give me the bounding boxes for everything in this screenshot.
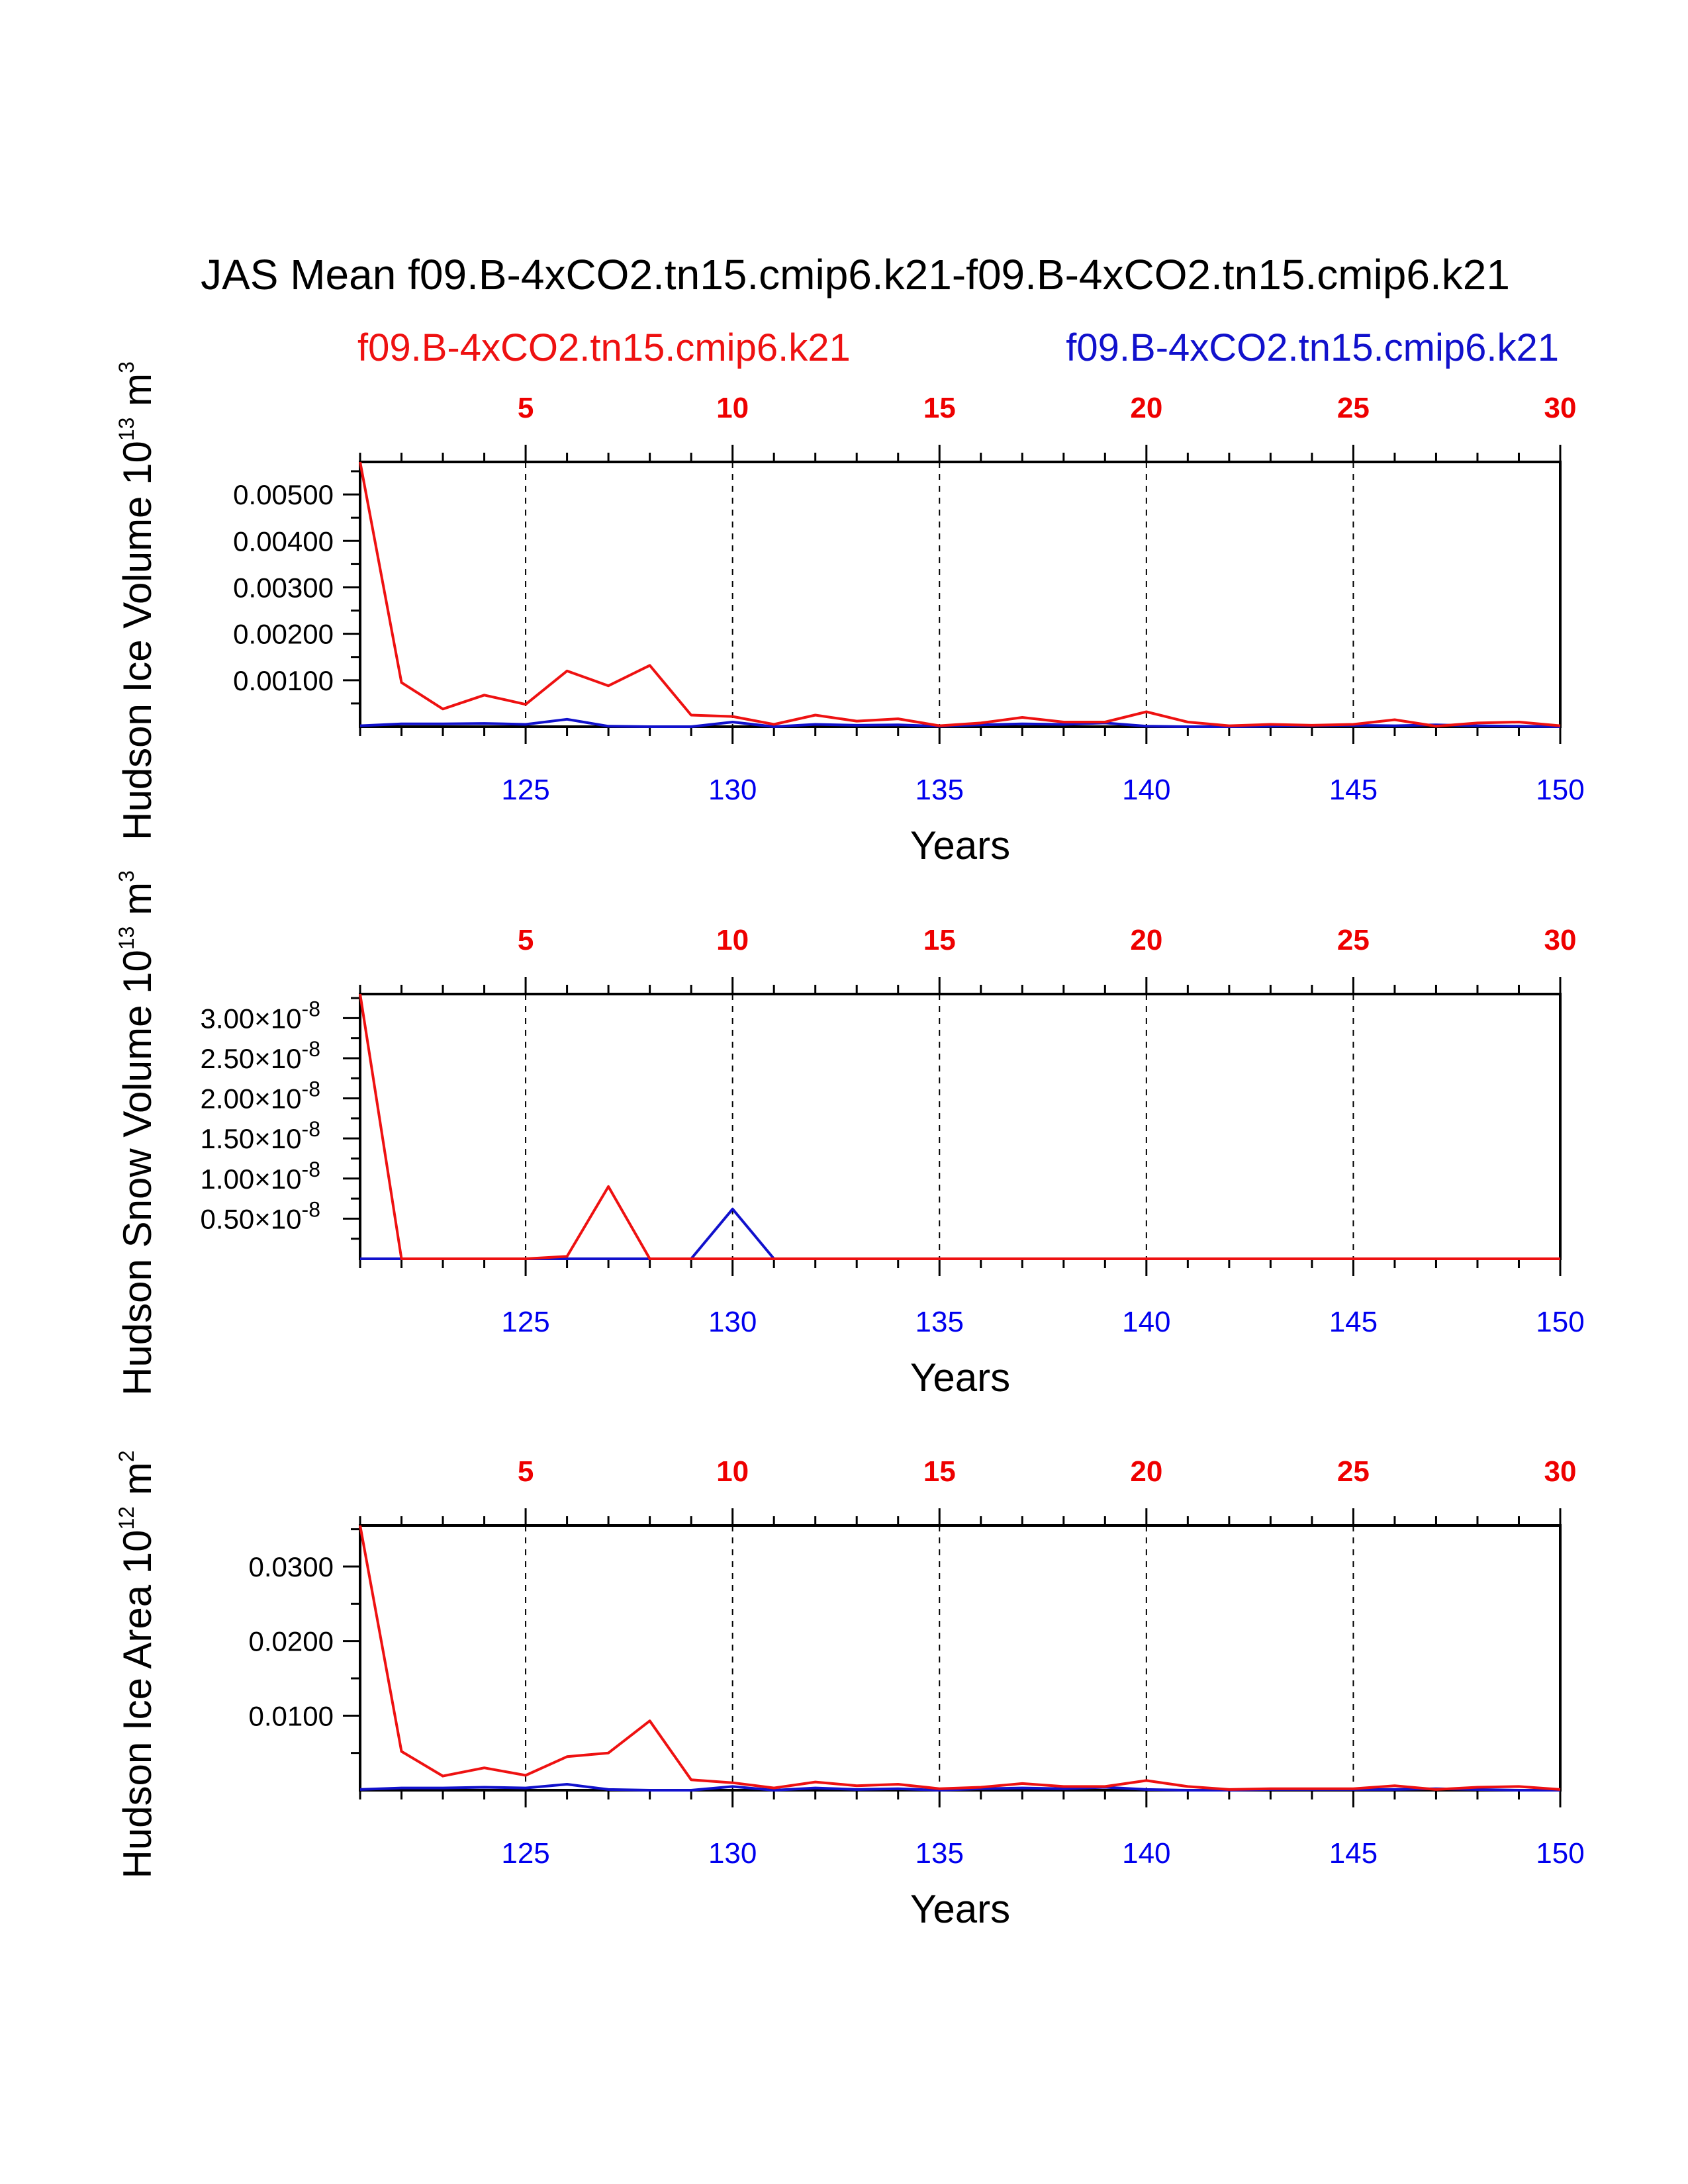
top-tick-label: 20 <box>1130 924 1162 956</box>
y-tick-label: 2.50×10-8 <box>201 1037 320 1074</box>
y-axis-label: Hudson Ice Volume 1013 m3 <box>115 361 160 841</box>
top-tick-label: 5 <box>518 1455 534 1488</box>
bottom-tick-label: 135 <box>915 1306 964 1338</box>
y-tick-label: 0.0200 <box>249 1626 334 1657</box>
bottom-tick-label: 130 <box>708 1837 757 1870</box>
panel-3: 5 10 15 20 25 30 125 130 135 140 145 150 0.0100 0.020… <box>115 1450 1585 1931</box>
top-tick-label: 10 <box>716 392 749 424</box>
y-axis-label: Hudson Ice Area 1012 m2 <box>115 1450 160 1878</box>
top-tick-label: 15 <box>923 392 956 424</box>
top-tick-label: 30 <box>1544 392 1577 424</box>
panel-1: 5 10 15 20 25 30 125 130 135 140 145 150 0.00100 0.00… <box>115 361 1585 868</box>
top-tick-label: 20 <box>1130 1455 1162 1488</box>
bottom-tick-label: 150 <box>1536 774 1584 806</box>
bottom-tick-label: 145 <box>1329 1306 1378 1338</box>
x-axis-label: Years <box>910 823 1010 868</box>
bottom-tick-label: 135 <box>915 1837 964 1870</box>
bottom-tick-label: 145 <box>1329 1837 1378 1870</box>
bottom-tick-label: 125 <box>501 774 549 806</box>
y-tick-label: 0.00500 <box>233 479 334 510</box>
legend-red-label: f09.B-4xCO2.tn15.cmip6.k21 <box>357 326 851 369</box>
x-axis-label: Years <box>910 1887 1010 1931</box>
red-series-line <box>359 993 1560 1260</box>
bottom-tick-label: 125 <box>501 1306 549 1338</box>
top-tick-label: 15 <box>923 1455 956 1488</box>
y-tick-label: 1.00×10-8 <box>201 1158 320 1195</box>
y-tick-label: 0.00300 <box>233 572 334 603</box>
bottom-tick-label: 135 <box>915 774 964 806</box>
y-tick-label: 3.00×10-8 <box>201 997 320 1034</box>
top-tick-label: 5 <box>518 924 534 956</box>
bottom-tick-label: 130 <box>708 1306 757 1338</box>
bottom-tick-label: 150 <box>1536 1306 1584 1338</box>
bottom-tick-label: 125 <box>501 1837 549 1870</box>
y-tick-label: 0.00200 <box>233 619 334 650</box>
bottom-tick-label: 140 <box>1122 1306 1170 1338</box>
y-tick-label: 0.0300 <box>249 1551 334 1582</box>
red-series-line <box>359 1525 1561 1791</box>
top-tick-label: 5 <box>518 392 534 424</box>
top-tick-label: 25 <box>1337 392 1370 424</box>
top-tick-label: 30 <box>1544 1455 1577 1488</box>
y-tick-label: 2.00×10-8 <box>201 1077 320 1115</box>
x-axis-label: Years <box>910 1355 1010 1400</box>
plot-frame <box>359 993 1562 1260</box>
bottom-tick-label: 145 <box>1329 774 1378 806</box>
top-tick-label: 10 <box>716 1455 749 1488</box>
top-tick-label: 20 <box>1130 392 1162 424</box>
legend-blue-label: f09.B-4xCO2.tn15.cmip6.k21 <box>1066 326 1559 369</box>
chart-panels: 5 10 15 20 25 30 125 130 135 140 145 150 0.00100 0.00… <box>115 361 1585 1931</box>
top-tick-label: 25 <box>1337 924 1370 956</box>
red-series-line <box>359 461 1561 728</box>
top-tick-label: 15 <box>923 924 956 956</box>
y-tick-label: 1.50×10-8 <box>201 1117 320 1154</box>
plot-frame <box>359 461 1562 728</box>
top-tick-label: 25 <box>1337 1455 1370 1488</box>
top-tick-label: 10 <box>716 924 749 956</box>
y-tick-label: 0.0100 <box>249 1700 334 1731</box>
bottom-tick-label: 130 <box>708 774 757 806</box>
bottom-tick-label: 140 <box>1122 1837 1170 1870</box>
y-tick-label: 0.50×10-8 <box>201 1197 320 1234</box>
y-tick-label: 0.00400 <box>233 525 334 557</box>
figure-title: JAS Mean f09.B-4xCO2.tn15.cmip6.k21-f09.… <box>201 251 1510 298</box>
bottom-tick-label: 140 <box>1122 774 1170 806</box>
plot-frame <box>359 1524 1562 1792</box>
bottom-tick-label: 150 <box>1536 1837 1584 1870</box>
top-tick-label: 30 <box>1544 924 1577 956</box>
y-axis-label: Hudson Snow Volume 1013 m3 <box>115 870 160 1396</box>
blue-series-line <box>360 1207 1560 1260</box>
y-tick-label: 0.00100 <box>233 665 334 696</box>
